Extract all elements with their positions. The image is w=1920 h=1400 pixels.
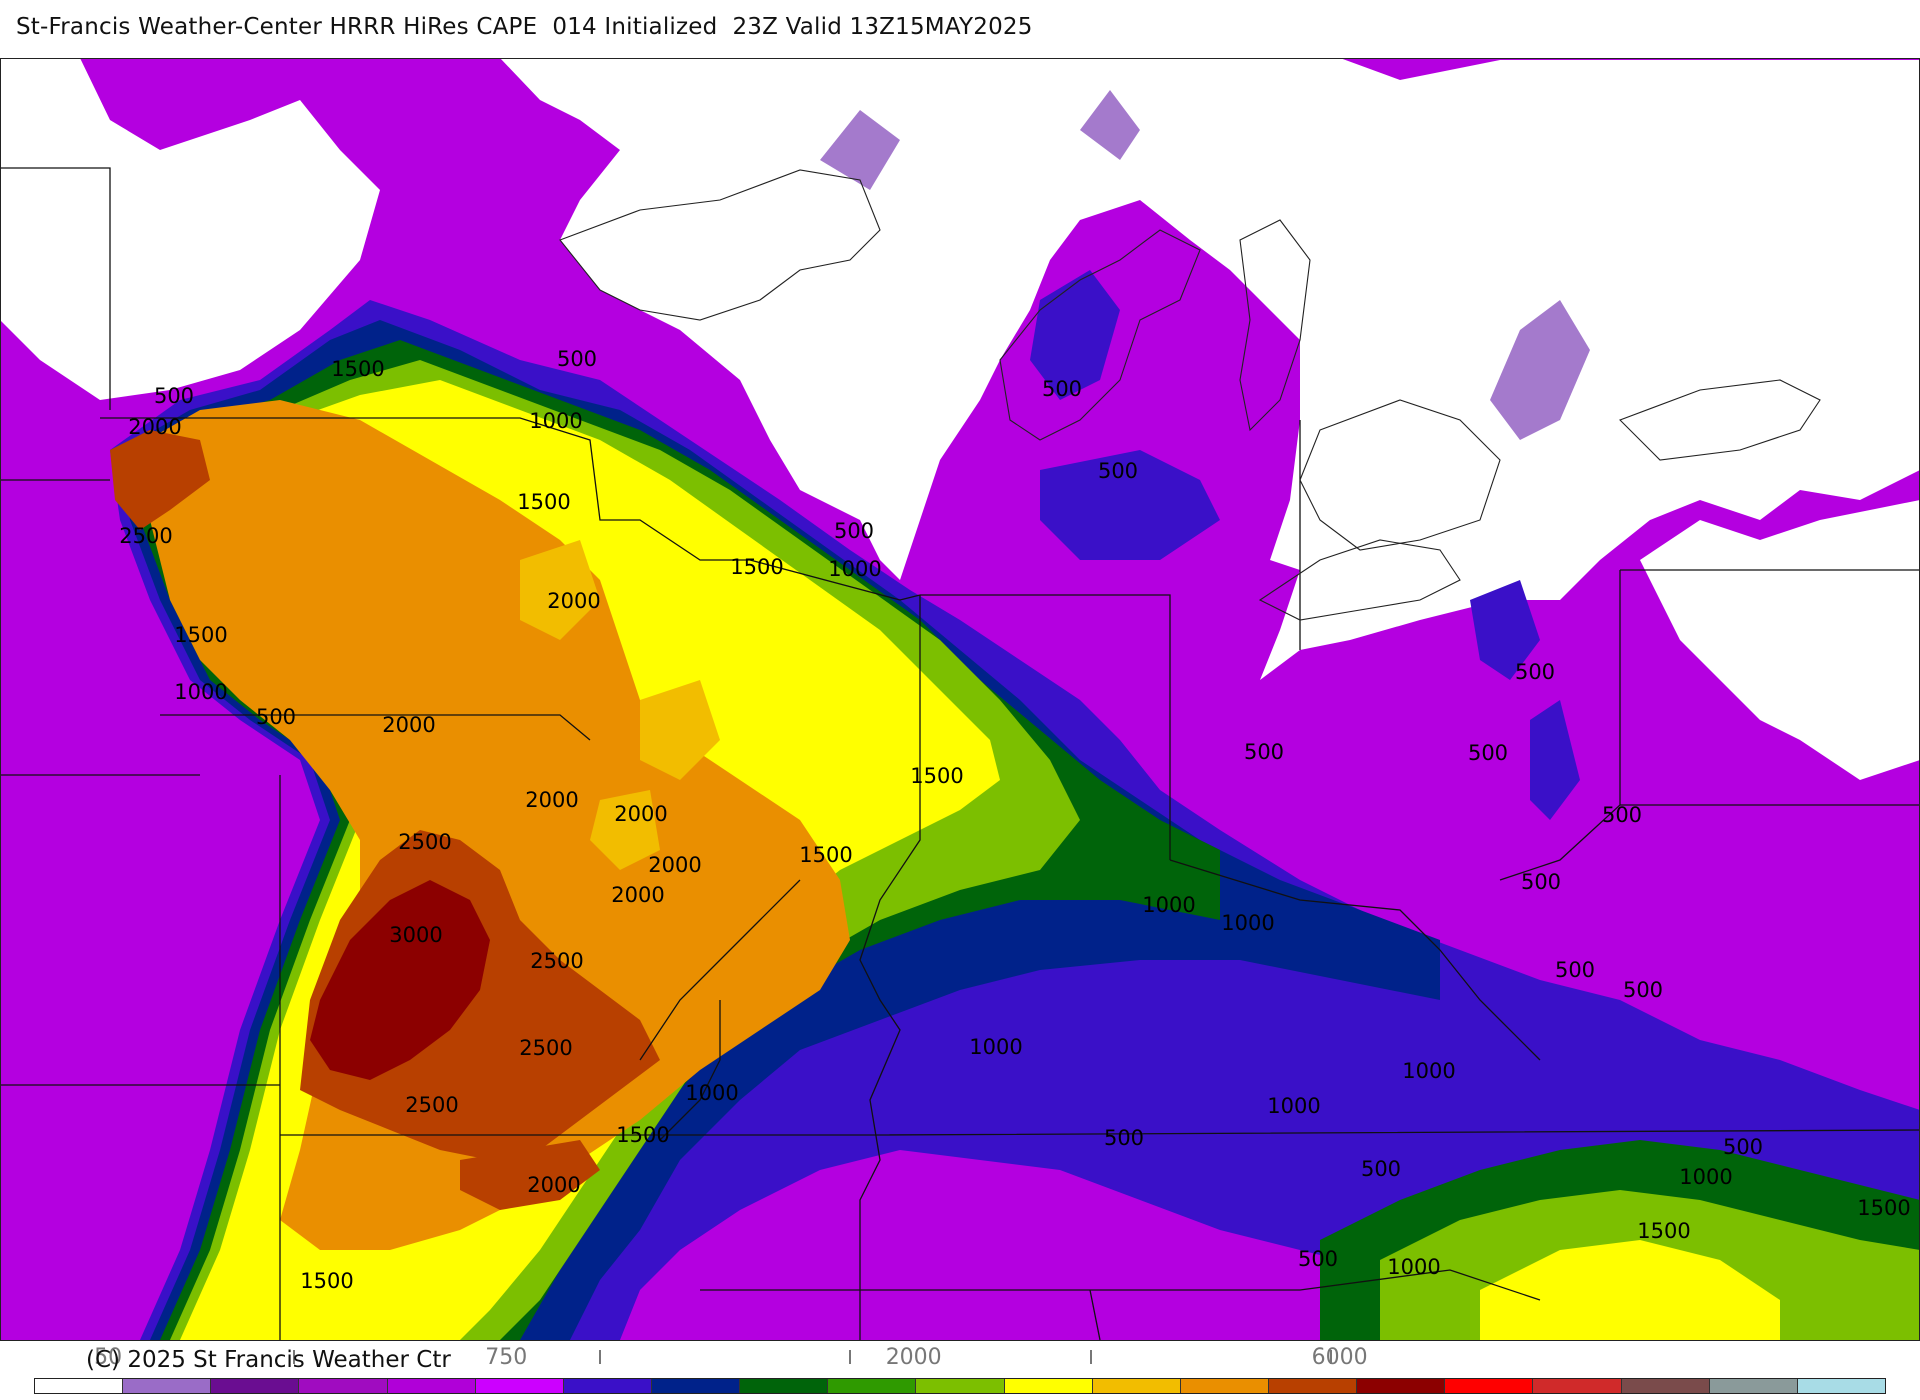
colorbar-label: 2000 <box>885 1345 942 1370</box>
contour-label: 1000 <box>1267 1094 1320 1118</box>
colorbar-segment <box>1357 1379 1446 1393</box>
colorbar-segment <box>1621 1379 1710 1393</box>
colorbar-segment <box>475 1379 564 1393</box>
contour-label: 500 <box>1244 740 1284 764</box>
contour-label: 500 <box>1555 958 1595 982</box>
contour-label: 1000 <box>174 680 227 704</box>
contour-label: 1000 <box>529 409 582 433</box>
contour-label: 1500 <box>1637 1219 1690 1243</box>
contour-label: 1000 <box>1679 1165 1732 1189</box>
contour-label: 2500 <box>119 524 172 548</box>
colorbar-segment <box>563 1379 652 1393</box>
contour-label: 500 <box>1468 741 1508 765</box>
contour-label: 1000 <box>1387 1255 1440 1279</box>
colorbar-segment <box>1445 1379 1534 1393</box>
contour-label: 500 <box>1042 377 1082 401</box>
colorbar-label: 6000 <box>1311 1345 1368 1370</box>
contour-label: 1000 <box>1142 893 1195 917</box>
contour-label: 1500 <box>300 1269 353 1293</box>
colorbar-label: 750 <box>485 1345 528 1370</box>
colorbar-segment <box>1004 1379 1093 1393</box>
colorbar-tick <box>293 1350 296 1364</box>
colorbar-segment <box>651 1379 741 1393</box>
cape-colorbar <box>34 1378 1886 1394</box>
colorbar-segment <box>828 1379 917 1393</box>
colorbar-tick <box>1330 1350 1333 1364</box>
contour-label: 2000 <box>648 853 701 877</box>
contour-label: 2000 <box>614 802 667 826</box>
contour-label: 2000 <box>128 415 181 439</box>
great-lakes-outlines <box>559 169 1821 621</box>
contour-label: 2000 <box>611 883 664 907</box>
contour-label: 1500 <box>174 623 227 647</box>
map-title: St-Francis Weather-Center HRRR HiRes CAP… <box>16 14 1033 40</box>
geo-borders <box>0 167 1920 1340</box>
contour-label: 500 <box>1623 978 1663 1002</box>
colorbar-segment <box>1092 1379 1181 1393</box>
contour-labels: 500 1500 500 2000 1000 500 500 1500 500 1000 1500 2… <box>119 347 1910 1293</box>
contour-label: 1500 <box>730 555 783 579</box>
contour-label: 500 <box>1602 803 1642 827</box>
cape-500-patches <box>1030 270 1580 820</box>
contour-label: 1000 <box>685 1081 738 1105</box>
copyright-text: (C) 2025 St Francis Weather Ctr <box>86 1347 451 1373</box>
colorbar-segment <box>1709 1379 1798 1393</box>
contour-label: 2000 <box>527 1173 580 1197</box>
contour-label: 1500 <box>331 357 384 381</box>
cape-3000-core <box>310 880 490 1080</box>
colorbar-segment <box>740 1379 829 1393</box>
contour-label: 1000 <box>1221 911 1274 935</box>
cape-50-fringe <box>820 90 1590 440</box>
contour-label: 500 <box>1098 459 1138 483</box>
colorbar-segment <box>1180 1379 1269 1393</box>
contour-label: 1500 <box>910 764 963 788</box>
colorbar-tick <box>1089 1350 1092 1364</box>
colorbar-segment <box>1268 1379 1358 1393</box>
contour-label: 500 <box>154 384 194 408</box>
contour-label: 500 <box>1723 1135 1763 1159</box>
contour-label: 3000 <box>389 923 442 947</box>
colorbar-segment <box>916 1379 1005 1393</box>
contour-label: 1500 <box>517 490 570 514</box>
colorbar-tick <box>598 1350 601 1364</box>
contour-label: 500 <box>256 705 296 729</box>
contour-label: 1000 <box>1402 1059 1455 1083</box>
contour-label: 500 <box>1361 1157 1401 1181</box>
contour-label: 2000 <box>382 713 435 737</box>
contour-label: 2000 <box>525 788 578 812</box>
contour-label: 1000 <box>969 1035 1022 1059</box>
contour-label: 1500 <box>799 843 852 867</box>
colorbar-segment <box>35 1379 124 1393</box>
contour-label: 2500 <box>530 949 583 973</box>
contour-label: 2500 <box>519 1036 572 1060</box>
contour-label: 2500 <box>398 830 451 854</box>
colorbar-tick <box>848 1350 851 1364</box>
colorbar-label: 50 <box>94 1345 123 1370</box>
contour-label: 2500 <box>405 1093 458 1117</box>
contour-label: 500 <box>557 347 597 371</box>
contour-label: 500 <box>1521 870 1561 894</box>
contour-label: 1000 <box>828 557 881 581</box>
cape-1750-patches <box>520 540 720 870</box>
colorbar-segment <box>1797 1379 1885 1393</box>
contour-label: 500 <box>834 519 874 543</box>
cape-2000-band <box>130 400 850 1250</box>
contour-label: 500 <box>1515 660 1555 684</box>
contour-label: 500 <box>1104 1126 1144 1150</box>
colorbar-segment <box>1533 1379 1622 1393</box>
colorbar-segment <box>299 1379 388 1393</box>
contour-label: 1500 <box>616 1123 669 1147</box>
contour-label: 2000 <box>547 589 600 613</box>
colorbar-segment <box>211 1379 300 1393</box>
colorbar-segment <box>387 1379 476 1393</box>
contour-label: 500 <box>1298 1247 1338 1271</box>
cape-southeast-area <box>1320 1140 1920 1340</box>
colorbar-segment <box>123 1379 212 1393</box>
cape-map: 500 1500 500 2000 1000 500 500 1500 500 1000 1500 2… <box>0 58 1920 1340</box>
contour-label: 1500 <box>1857 1196 1910 1220</box>
